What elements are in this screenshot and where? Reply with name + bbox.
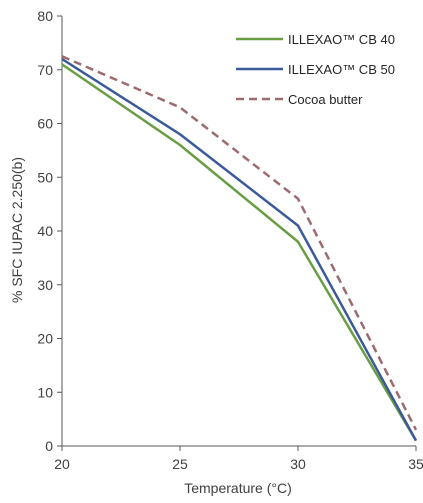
series-line-1: [61, 57, 418, 442]
y-tick-label: 50: [37, 169, 53, 185]
x-axis-label: Temperature (°C): [184, 480, 292, 496]
y-axis-label: % SFC IUPAC 2.250(b): [9, 157, 25, 303]
x-tick-label: 30: [290, 456, 306, 472]
legend: ILLEXAO™ CB 40 ILLEXAO™ CB 50 Cocoa butter: [236, 32, 395, 107]
x-tick-label: 20: [54, 456, 70, 472]
x-tick-label: 35: [408, 456, 423, 472]
y-tick-label: 60: [37, 116, 53, 132]
y-tick-label: 40: [37, 223, 53, 239]
x-axis-ticks: 20 25 30 35: [54, 446, 423, 472]
legend-label-2: Cocoa butter: [288, 92, 363, 107]
y-tick-label: 30: [37, 277, 53, 293]
series-lines: [61, 55, 418, 442]
x-tick-label: 25: [172, 456, 188, 472]
y-axis-ticks: 0 10 20 30 40 50 60 70 80: [37, 8, 62, 454]
y-tick-label: 20: [37, 331, 53, 347]
legend-label-1: ILLEXAO™ CB 50: [288, 62, 395, 77]
y-tick-label: 80: [37, 8, 53, 24]
series-line-0: [61, 63, 418, 442]
legend-label-0: ILLEXAO™ CB 40: [288, 32, 395, 47]
y-tick-label: 10: [37, 384, 53, 400]
series-line-2: [61, 55, 418, 431]
y-tick-label: 0: [45, 438, 53, 454]
y-tick-label: 70: [37, 62, 53, 78]
